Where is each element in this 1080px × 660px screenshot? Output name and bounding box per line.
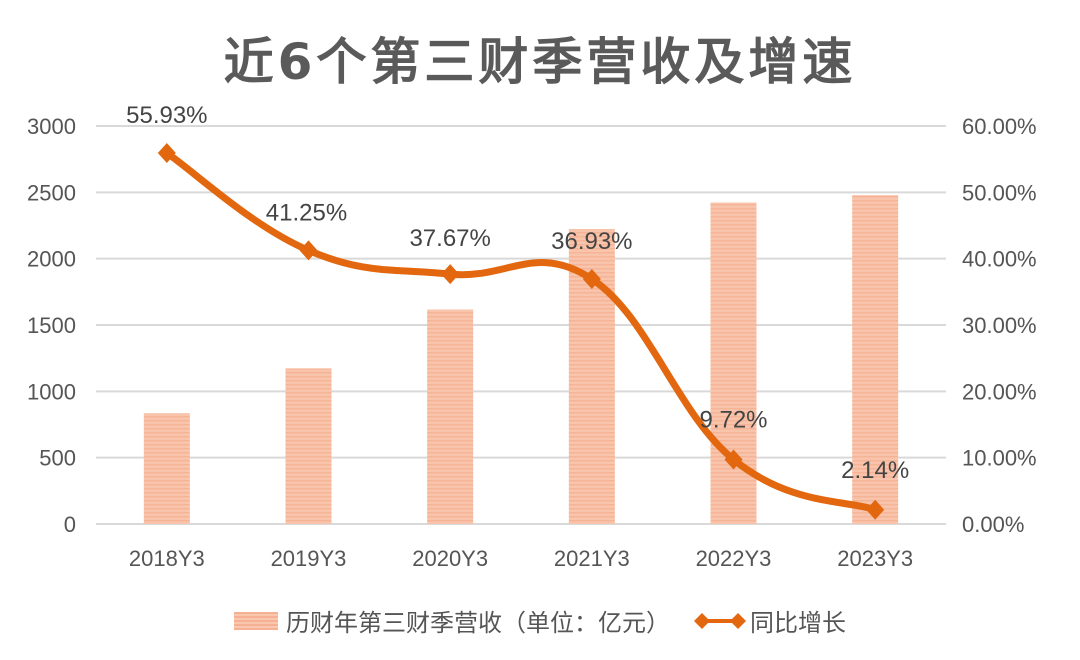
data-label: 41.25%: [266, 199, 347, 226]
right-tick-label: 10.00%: [962, 446, 1037, 471]
right-tick-label: 50.00%: [962, 180, 1037, 205]
growth-line: [163, 149, 879, 514]
legend-line-swatch: [694, 612, 746, 629]
line-marker: [724, 449, 743, 470]
left-tick-label: 2000: [27, 247, 76, 272]
right-tick-label: 20.00%: [962, 379, 1037, 404]
chart-title: 近6个第三财季营收及增速: [223, 33, 857, 91]
bar: [285, 368, 332, 524]
right-tick-label: 40.00%: [962, 247, 1037, 272]
line-marker: [441, 264, 460, 285]
x-tick-label: 2019Y3: [271, 546, 347, 571]
line-marker: [582, 269, 601, 290]
data-label: 55.93%: [126, 102, 207, 129]
line-marker: [866, 499, 885, 520]
plot-area: 0 0.00% 500 10.00% 1000 20.00% 1500 30.00% 2000 4…: [27, 102, 1037, 571]
data-label: 9.72%: [699, 407, 767, 434]
line-marker: [157, 142, 176, 163]
right-tick-label: 60.00%: [962, 114, 1037, 139]
left-tick-label: 1500: [27, 313, 76, 338]
left-tick-label: 2500: [27, 180, 76, 205]
x-tick-label: 2021Y3: [554, 546, 630, 571]
data-label: 2.14%: [841, 457, 909, 484]
data-label: 36.93%: [551, 228, 632, 255]
x-tick-label: 2020Y3: [412, 546, 488, 571]
line-marker: [299, 240, 318, 261]
left-tick-label: 3000: [27, 114, 76, 139]
bar: [852, 195, 899, 525]
right-tick-label: 0.00%: [962, 512, 1024, 537]
legend-line-label: 同比增长: [750, 609, 846, 637]
bar: [427, 309, 474, 524]
left-tick-label: 0: [64, 512, 76, 537]
left-tick-label: 1000: [27, 379, 76, 404]
legend: 历财年第三财季营收（单位：亿元） 同比增长: [0, 603, 1080, 638]
x-tick-label: 2023Y3: [837, 546, 913, 571]
legend-bar-label: 历财年第三财季营收（单位：亿元）: [286, 609, 670, 637]
x-tick-label: 2022Y3: [696, 546, 772, 571]
x-tick-label: 2018Y3: [129, 546, 205, 571]
data-label: 37.67%: [409, 225, 490, 252]
legend-bar-swatch: [234, 611, 278, 630]
bar: [143, 413, 190, 524]
bar: [710, 202, 757, 525]
left-tick-label: 500: [39, 446, 76, 471]
right-tick-label: 30.00%: [962, 313, 1037, 338]
